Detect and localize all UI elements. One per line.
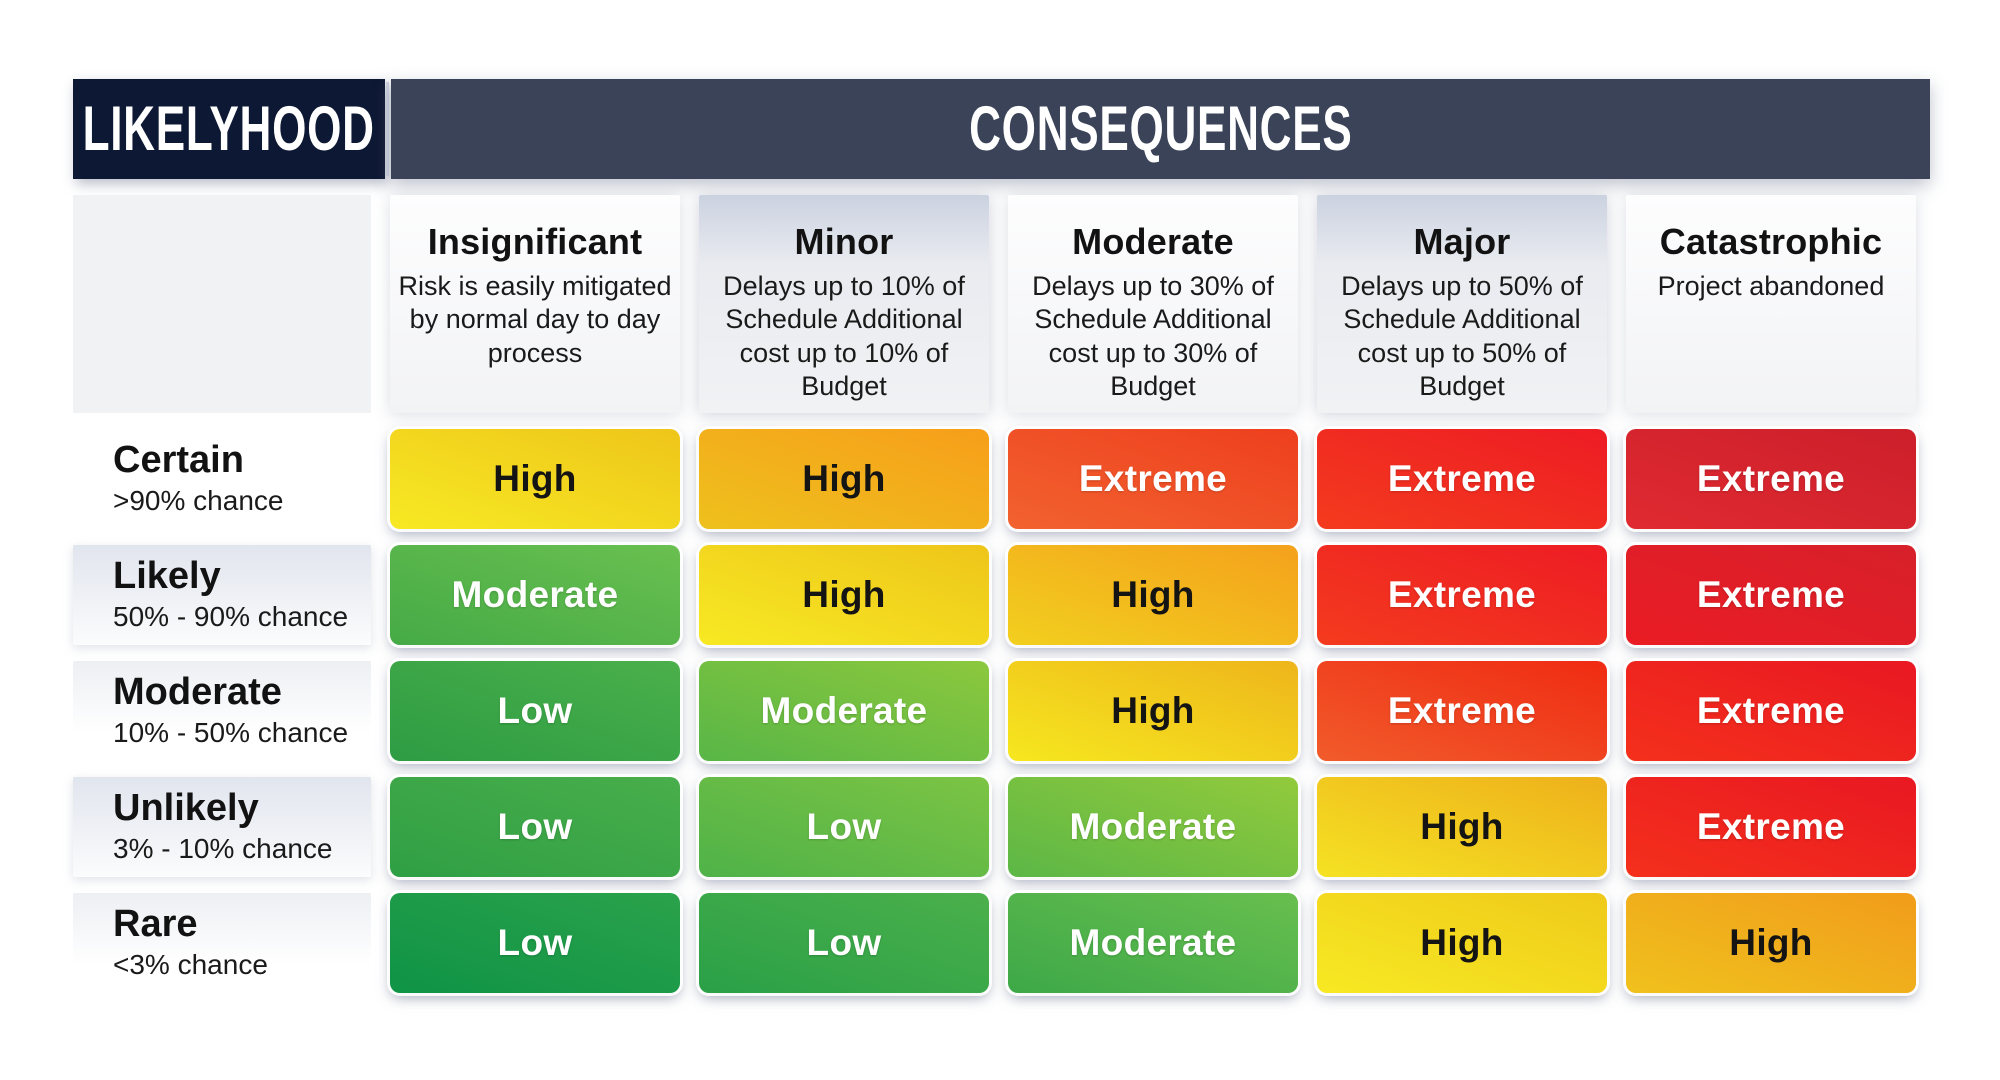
- column-description: Delays up to 10% of Schedule Additional …: [723, 271, 965, 402]
- row-title: Unlikely: [113, 786, 259, 829]
- row-subtitle: <3% chance: [113, 949, 268, 981]
- corner-spacer: [73, 195, 371, 413]
- risk-cell: High: [1008, 545, 1298, 645]
- row-subtitle: 3% - 10% chance: [113, 833, 333, 865]
- risk-cell-label: Extreme: [1387, 574, 1537, 615]
- column-description: Delays up to 30% of Schedule Additional …: [1032, 271, 1274, 402]
- risk-cell: Extreme: [1008, 429, 1298, 529]
- risk-cell-label: Low: [806, 806, 882, 847]
- risk-cell: Extreme: [1626, 661, 1916, 761]
- risk-cell: Extreme: [1317, 429, 1607, 529]
- risk-cell: Extreme: [1317, 545, 1607, 645]
- risk-cell-label: Low: [497, 922, 573, 963]
- risk-cell-label: High: [802, 574, 886, 615]
- risk-cell: Extreme: [1317, 661, 1607, 761]
- risk-cell-label: High: [1420, 922, 1504, 963]
- header-divider: [386, 82, 389, 176]
- likelihood-header-label: LIKELYHOOD: [82, 94, 376, 164]
- risk-cell: High: [699, 429, 989, 529]
- risk-cell-label: High: [1111, 690, 1195, 731]
- risk-cell: Low: [699, 893, 989, 993]
- row-subtitle: 10% - 50% chance: [113, 717, 349, 749]
- column-description: Risk is easily mitigated by normal day t…: [398, 271, 672, 368]
- risk-cell: High: [1317, 777, 1607, 877]
- column-description: Delays up to 50% of Schedule Additional …: [1341, 271, 1583, 402]
- risk-cell-label: Moderate: [1069, 806, 1237, 847]
- risk-cell-label: Low: [497, 806, 573, 847]
- column-title: Moderate: [1072, 221, 1234, 262]
- risk-cell: High: [1008, 661, 1298, 761]
- risk-cell: Moderate: [699, 661, 989, 761]
- row-label-unlikely: Unlikely 3% - 10% chance: [73, 777, 371, 877]
- risk-cell: Low: [699, 777, 989, 877]
- row-label-rare: Rare <3% chance: [73, 893, 371, 993]
- risk-cell-label: Low: [497, 690, 573, 731]
- risk-cell-label: Moderate: [760, 690, 928, 731]
- column-header-minor: Minor Delays up to 10% of Schedule Addit…: [699, 195, 989, 413]
- risk-cell: Low: [390, 893, 680, 993]
- column-header-catastrophic: Catastrophic Project abandoned: [1626, 195, 1916, 413]
- risk-cell-label: Extreme: [1078, 458, 1228, 499]
- row-title: Certain: [113, 438, 244, 481]
- risk-cell: Extreme: [1626, 545, 1916, 645]
- risk-cell-label: Extreme: [1387, 690, 1537, 731]
- column-header-insignificant: Insignificant Risk is easily mitigated b…: [390, 195, 680, 413]
- risk-cell-label: Extreme: [1696, 458, 1846, 499]
- column-title: Major: [1413, 221, 1511, 262]
- risk-cell: Low: [390, 777, 680, 877]
- risk-cell-label: Extreme: [1696, 690, 1846, 731]
- row-label-likely: Likely 50% - 90% chance: [73, 545, 371, 645]
- risk-cell-label: Extreme: [1696, 806, 1846, 847]
- risk-cell-label: High: [1111, 574, 1195, 615]
- risk-cell-label: Moderate: [1069, 922, 1237, 963]
- risk-cell-label: Extreme: [1387, 458, 1537, 499]
- column-description: Project abandoned: [1657, 271, 1885, 301]
- row-title: Rare: [113, 902, 198, 945]
- row-title: Likely: [113, 554, 221, 597]
- row-subtitle: 50% - 90% chance: [113, 601, 349, 633]
- likelihood-header: LIKELYHOOD: [73, 79, 385, 179]
- risk-cell-label: Extreme: [1696, 574, 1846, 615]
- risk-cell-label: High: [1420, 806, 1504, 847]
- risk-cell-label: High: [802, 458, 886, 499]
- risk-cell: High: [699, 545, 989, 645]
- risk-cell-label: High: [1729, 922, 1813, 963]
- consequences-header: CONSEQUENCES: [391, 79, 1930, 179]
- risk-cell: Moderate: [390, 545, 680, 645]
- risk-cell: Extreme: [1626, 777, 1916, 877]
- column-title: Catastrophic: [1659, 221, 1883, 262]
- row-title: Moderate: [113, 670, 282, 713]
- risk-cell-label: High: [493, 458, 577, 499]
- column-title: Minor: [794, 221, 894, 262]
- row-label-certain: Certain >90% chance: [73, 429, 371, 529]
- row-label-moderate: Moderate 10% - 50% chance: [73, 661, 371, 761]
- risk-cell-label: Low: [806, 922, 882, 963]
- risk-cell: Low: [390, 661, 680, 761]
- row-subtitle: >90% chance: [113, 485, 284, 517]
- column-header-moderate: Moderate Delays up to 30% of Schedule Ad…: [1008, 195, 1298, 413]
- risk-matrix-grid: Insignificant Risk is easily mitigated b…: [73, 195, 1916, 993]
- risk-cell: High: [1317, 893, 1607, 993]
- column-title: Insignificant: [427, 221, 643, 262]
- risk-cell: High: [390, 429, 680, 529]
- risk-cell-label: Moderate: [451, 574, 619, 615]
- risk-cell: Moderate: [1008, 893, 1298, 993]
- risk-cell: High: [1626, 893, 1916, 993]
- risk-cell: Extreme: [1626, 429, 1916, 529]
- consequences-header-label: CONSEQUENCES: [968, 94, 1353, 164]
- column-header-major: Major Delays up to 50% of Schedule Addit…: [1317, 195, 1607, 413]
- risk-cell: Moderate: [1008, 777, 1298, 877]
